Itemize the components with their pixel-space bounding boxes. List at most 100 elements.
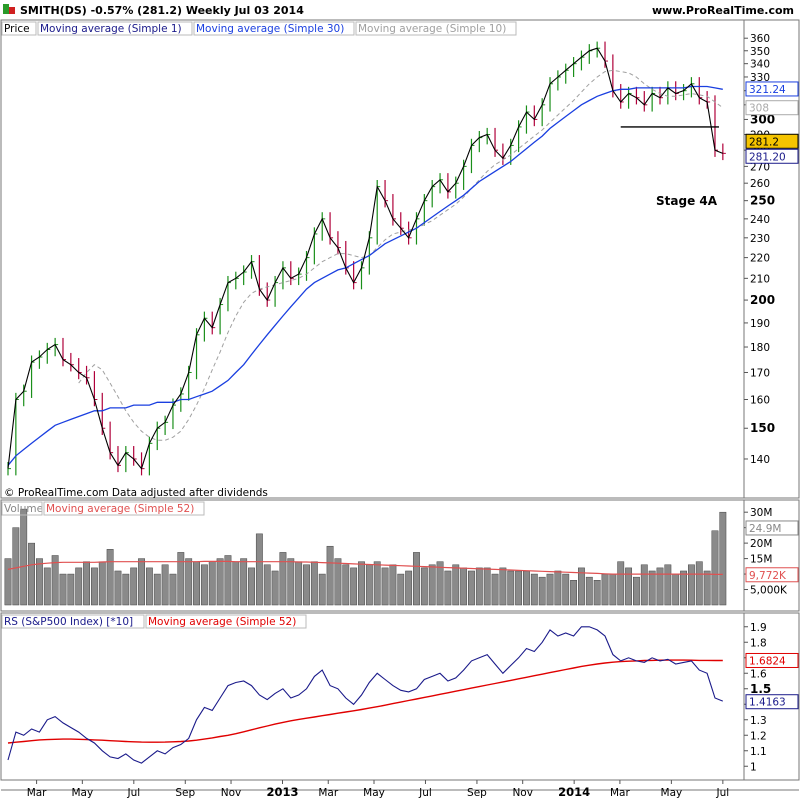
volume-bar: [90, 567, 98, 606]
y-tick-label: 1.3: [750, 715, 767, 727]
volume-bar: [224, 555, 232, 606]
volume-bar: [499, 567, 507, 606]
volume-bar: [130, 567, 138, 606]
volume-bar: [232, 561, 240, 606]
volume-bar: [413, 552, 420, 606]
volume-bar: [59, 573, 67, 606]
volume-bar: [633, 576, 640, 606]
volume-bar: [287, 558, 295, 606]
y-tick-label: 1.9: [750, 622, 767, 634]
x-tick-label: Jul: [126, 787, 140, 799]
volume-bar: [475, 567, 483, 606]
rs-value-label-box: [745, 694, 799, 710]
volume-bar: [326, 545, 334, 606]
volume-ma-label: 9,772K: [749, 570, 787, 582]
y-tick-label: 350: [750, 46, 770, 58]
ma1-value-label-box: [745, 148, 799, 164]
legend-item: Price: [4, 23, 30, 35]
ma30-line: [7, 85, 723, 466]
volume-bar: [373, 561, 381, 606]
y-tick-label: 220: [750, 253, 770, 265]
panel-frames: [0, 19, 800, 791]
volume-bar: [216, 558, 224, 606]
y-tick-label: 230: [750, 233, 770, 245]
volume-bar: [640, 564, 648, 606]
volume-bar: [609, 573, 617, 606]
volume-bar: [169, 573, 177, 606]
y-tick-label: 15M: [750, 554, 772, 566]
y-tick-label: 1.1: [750, 746, 767, 758]
y-tick-label: 200: [750, 293, 775, 307]
last-price-label-box: [745, 133, 799, 149]
volume-bar: [491, 573, 499, 606]
volume-bar: [310, 561, 318, 606]
y-tick-label: 210: [750, 273, 770, 285]
volume-bar: [51, 555, 59, 606]
x-tick-label: Sep: [467, 787, 487, 799]
x-tick-label: May: [363, 787, 385, 799]
legend-item: Moving average (Simple 10): [358, 23, 506, 35]
volume-bar: [570, 580, 578, 606]
volume-bar: [436, 561, 444, 606]
y-tick-label: 270: [750, 161, 770, 173]
volume-bar: [20, 508, 28, 606]
volume-bar: [248, 567, 255, 606]
volume-bar: [538, 576, 546, 606]
copyright-note: © ProRealTime.com Data adjusted after di…: [4, 487, 268, 499]
volume-bar: [546, 573, 554, 606]
volume-bar: [562, 573, 570, 606]
y-tick-label: 180: [750, 342, 770, 354]
x-tick-label: Nov: [221, 787, 242, 799]
x-tick-label: 2014: [558, 785, 590, 799]
chart-title: SMITH(DS) -0.57% (281.2) Weekly Jul 03 2…: [20, 4, 304, 17]
volume-bar: [648, 570, 656, 606]
legend-box: [1, 501, 43, 516]
stage-annotation: Stage 4A: [656, 194, 718, 208]
legend-box: [1, 21, 37, 36]
volume-bar: [507, 570, 515, 606]
volume-bar: [177, 552, 185, 606]
legend-item: RS (S&P500 Index) [*10]: [4, 616, 133, 628]
volume-bar: [672, 573, 680, 606]
volume-bar: [240, 558, 248, 606]
up-candle-icon: [3, 4, 9, 14]
x-tick-label: Mar: [610, 787, 630, 799]
legend-box: [145, 614, 307, 629]
volume-bar: [295, 561, 303, 606]
y-tick-label: 140: [750, 454, 770, 466]
legend-box: [355, 21, 517, 36]
y-tick-label: 240: [750, 214, 770, 226]
legend-item: Moving average (Simple 52): [46, 503, 194, 515]
volume-bar: [193, 561, 200, 606]
volume-bar: [585, 576, 593, 606]
volume-bar: [515, 570, 523, 606]
volume-bar: [153, 573, 161, 606]
volume-bar: [601, 573, 609, 606]
volume-bar: [703, 570, 711, 606]
x-tick-label: Jul: [716, 787, 730, 799]
volume-bar: [279, 552, 287, 606]
volume-bar: [350, 567, 358, 606]
legend-item: Moving average (Simple 52): [148, 616, 296, 628]
rs-panel-frame: [0, 612, 800, 781]
volume-bar: [530, 573, 538, 606]
y-tick-label: 250: [750, 194, 775, 208]
y-tick-label: 300: [750, 112, 775, 126]
y-tick-label: 170: [750, 367, 770, 379]
volume-last-label-box: [745, 520, 799, 536]
rs-line: [7, 626, 724, 764]
ma10-value-label-box: [745, 100, 799, 116]
volume-bar: [342, 564, 350, 606]
volume-bar: [83, 561, 90, 606]
volume-bar: [523, 570, 530, 606]
x-tick-label: Mar: [27, 787, 47, 799]
volume-bar: [711, 530, 719, 606]
price-panel: 140 150 160 170 180 190 200 210 220 230 240 250 260 2…: [1, 21, 799, 499]
volume-bar: [98, 561, 106, 606]
x-tick-label: May: [71, 787, 93, 799]
site-url[interactable]: www.ProRealTime.com: [652, 4, 794, 17]
legend-item: Moving average (Simple 1): [40, 23, 182, 35]
rs-ma-label: 1.6824: [749, 655, 786, 667]
y-tick-label: 1: [750, 761, 757, 773]
legend-box: [193, 21, 355, 36]
